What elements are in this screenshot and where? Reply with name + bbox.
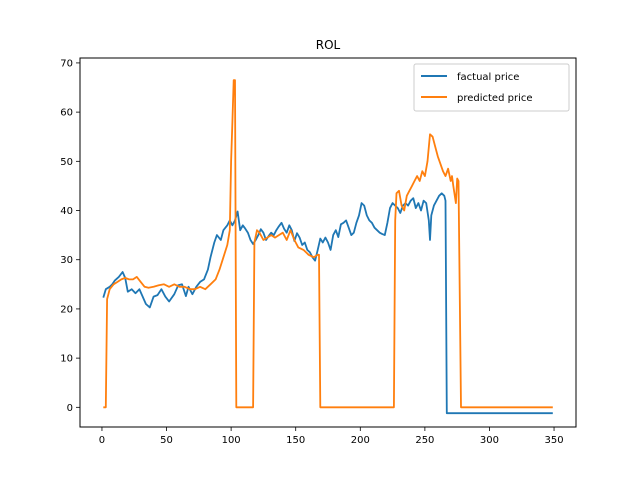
- chart-title: ROL: [316, 38, 341, 52]
- y-tick-label: 50: [60, 157, 73, 168]
- series-line-predicted-price: [103, 79, 553, 409]
- x-tick-label: 150: [286, 435, 305, 446]
- y-tick-label: 0: [67, 403, 73, 414]
- series-line-factual-price: [102, 192, 553, 415]
- y-tick-label: 60: [60, 108, 73, 119]
- x-tick-label: 50: [160, 435, 173, 446]
- x-axis: 0 50 100 150 200 250 300 350: [99, 427, 564, 446]
- x-tick-label: 350: [544, 435, 563, 446]
- legend: factual price predicted price: [413, 63, 570, 112]
- legend-label-predicted: predicted price: [457, 93, 533, 104]
- axes-frame: [79, 57, 577, 428]
- y-tick-label: 10: [60, 354, 73, 365]
- x-tick-label: 250: [415, 435, 434, 446]
- y-tick-label: 70: [60, 58, 73, 69]
- y-tick-label: 30: [60, 255, 73, 266]
- y-tick-label: 40: [60, 206, 73, 217]
- legend-box: [413, 63, 570, 112]
- series-layer: [102, 79, 553, 415]
- x-tick-label: 300: [480, 435, 499, 446]
- legend-label-factual: factual price: [457, 72, 519, 83]
- x-tick-label: 200: [351, 435, 370, 446]
- x-tick-label: 0: [99, 435, 105, 446]
- x-tick-label: 100: [222, 435, 241, 446]
- y-axis: 0 10 20 30 40 50 60 70: [60, 58, 80, 414]
- y-tick-label: 20: [60, 304, 73, 315]
